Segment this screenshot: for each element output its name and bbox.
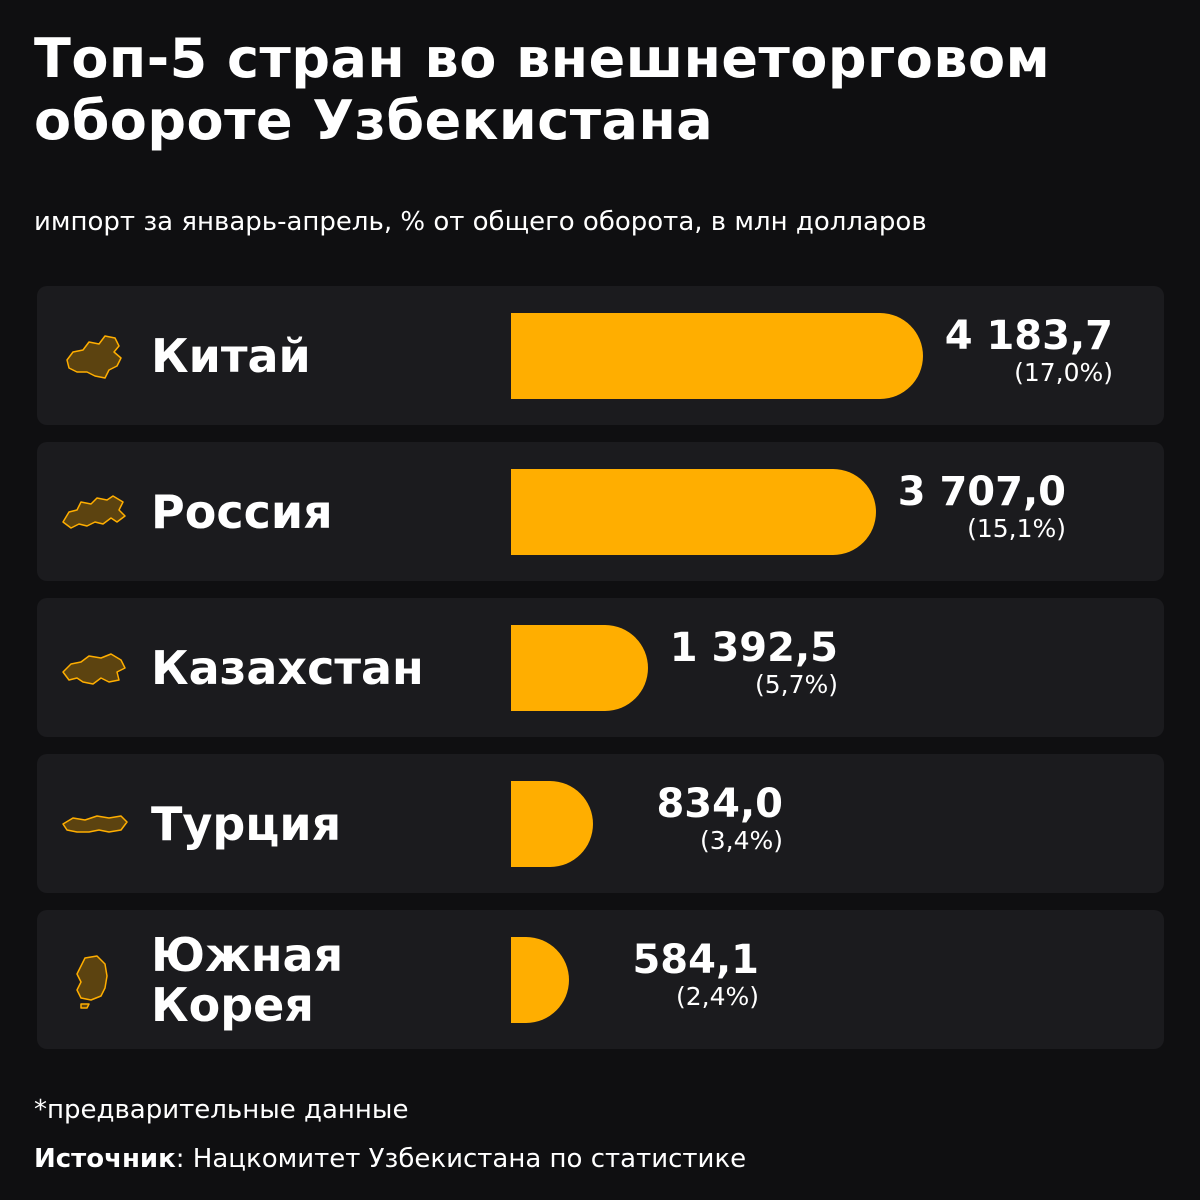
chart-row: Турция 834,0 (3,4%) [37, 754, 1164, 893]
value-label-group: 1 392,5 (5,7%) [618, 626, 838, 700]
bar [511, 781, 593, 867]
value-label-group: 834,0 (3,4%) [563, 782, 783, 856]
category-label: Турция [151, 796, 342, 851]
data-label-percent: (2,4%) [675, 982, 759, 1011]
kazakhstan-map-icon [62, 653, 126, 685]
data-label-percent: (5,7%) [754, 670, 838, 699]
source-line: Источник: Нацкомитет Узбекистана по стат… [34, 1142, 746, 1176]
kazakhstan-map-icon-shape [62, 653, 126, 685]
value-label-group: 3 707,0 (15,1%) [846, 470, 1066, 544]
data-label-value: 1 392,5 [669, 625, 838, 671]
china-map-icon-shape [66, 335, 122, 379]
russia-map-icon [62, 495, 126, 529]
bar-chart: Китай 4 183,7 (17,0%) Россия 3 707,0 (15,1%) К… [37, 286, 1164, 1066]
source-text: : Нацкомитет Узбекистана по статистике [175, 1144, 747, 1174]
bar [511, 625, 648, 711]
chart-row: Южная Корея 584,1 (2,4%) [37, 910, 1164, 1049]
value-label-group: 584,1 (2,4%) [539, 938, 759, 1012]
data-label-percent: (15,1%) [967, 514, 1066, 543]
chart-subtitle: импорт за январь-апрель, % от общего обо… [34, 207, 927, 237]
category-label: Южная Корея [151, 927, 344, 1032]
category-label: Китай [151, 328, 311, 383]
chart-title: Топ-5 стран во внешнеторговом обороте Уз… [34, 27, 1051, 152]
south-korea-map-icon [76, 955, 108, 1009]
footnote: *предварительные данные [34, 1095, 409, 1125]
category-label: Казахстан [151, 640, 424, 695]
chart-row: Россия 3 707,0 (15,1%) [37, 442, 1164, 581]
bar [511, 313, 923, 399]
data-label-value: 584,1 [632, 937, 759, 983]
data-label-value: 834,0 [656, 781, 783, 827]
source-label: Источник [34, 1144, 176, 1174]
chart-row: Китай 4 183,7 (17,0%) [37, 286, 1164, 425]
value-label-group: 4 183,7 (17,0%) [893, 314, 1113, 388]
bar [511, 469, 876, 555]
data-label-percent: (17,0%) [1014, 358, 1113, 387]
chart-row: Казахстан 1 392,5 (5,7%) [37, 598, 1164, 737]
south-korea-map-icon-shape [76, 955, 108, 1009]
turkey-map-icon-shape [62, 815, 128, 833]
turkey-map-icon [62, 815, 128, 833]
data-label-percent: (3,4%) [699, 826, 783, 855]
china-map-icon [66, 335, 122, 379]
russia-map-icon-shape [62, 495, 126, 529]
category-label: Россия [151, 484, 333, 539]
data-label-value: 4 183,7 [944, 313, 1113, 359]
data-label-value: 3 707,0 [897, 469, 1066, 515]
